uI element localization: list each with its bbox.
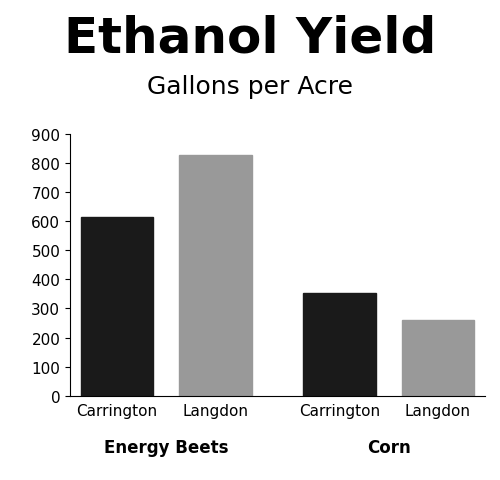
Bar [179, 156, 252, 396]
Bar [303, 293, 376, 396]
Text: Ethanol Yield: Ethanol Yield [64, 14, 436, 62]
Bar [80, 217, 154, 396]
Bar [402, 320, 474, 396]
Text: Gallons per Acre: Gallons per Acre [147, 74, 353, 98]
Text: Energy Beets: Energy Beets [104, 438, 228, 456]
Text: Corn: Corn [367, 438, 410, 456]
